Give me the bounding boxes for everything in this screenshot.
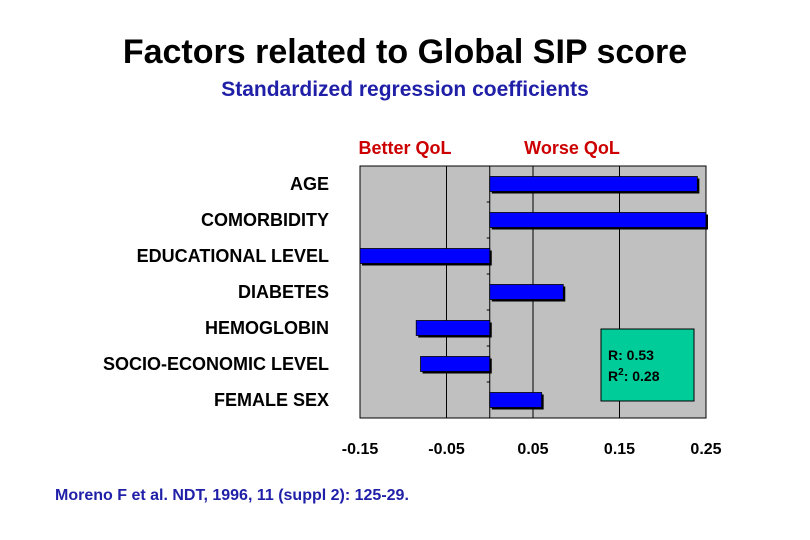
citation: Moreno F et al. NDT, 1996, 11 (suppl 2):… [55,487,409,504]
stats-box-background [600,328,695,402]
r2-prefix: R [608,368,618,384]
x-tick-label: -0.15 [342,441,379,458]
bar-educational-level [359,248,491,264]
x-tick-labels: -0.15 -0.05 0.05 0.15 0.25 [342,441,722,458]
stats-box: R: 0.53 R2: 0.28 [600,328,695,402]
bar-socio-economic-level [420,356,491,372]
better-qol-label: Better QoL [358,138,451,158]
chart-subtitle: Standardized regression coefficients [221,78,589,101]
category-label: DIABETES [238,282,329,302]
category-label: COMORBIDITY [201,210,329,230]
bar-female-sex [489,392,543,408]
r2-value: R2: 0.28 [608,367,660,384]
x-tick-label: -0.05 [428,441,465,458]
r2-superscript: 2 [618,367,624,378]
category-label: EDUCATIONAL LEVEL [137,246,329,266]
worse-qol-label: Worse QoL [524,138,620,158]
bar-diabetes [489,284,564,300]
bar-comorbidity [489,212,707,228]
category-label: SOCIO-ECONOMIC LEVEL [103,354,329,374]
chart-title: Factors related to Global SIP score [122,33,688,71]
category-label: FEMALE SEX [214,390,329,410]
category-labels: AGE COMORBIDITY EDUCATIONAL LEVEL DIABETES H… [103,174,329,410]
x-tick-label: 0.25 [690,441,721,458]
category-label: HEMOGLOBIN [205,318,329,338]
r2-suffix: : 0.28 [624,368,660,384]
x-tick-label: 0.15 [604,441,635,458]
x-tick-label: 0.05 [517,441,548,458]
category-label: AGE [290,174,329,194]
r-value: R: 0.53 [608,347,654,363]
bar-age [489,176,698,192]
bars [359,176,708,410]
bar-hemoglobin [415,320,491,336]
